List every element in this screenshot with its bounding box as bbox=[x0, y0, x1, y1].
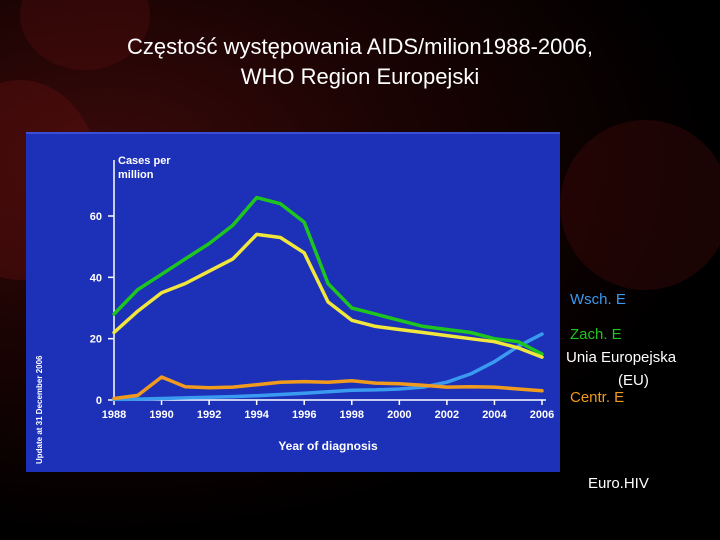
chart-panel: 0 20 40 60 1988 1990 1992 1994 1996 1998 2000 2002 2… bbox=[26, 132, 560, 472]
x-tick-label: 1992 bbox=[197, 409, 221, 421]
title-line-1: Częstość występowania AIDS/milion1988-20… bbox=[127, 34, 593, 59]
x-tick-label: 1996 bbox=[292, 409, 316, 421]
legend-label-zach-e: Zach. E bbox=[570, 326, 622, 343]
aids-incidence-chart: 0 20 40 60 1988 1990 1992 1994 1996 1998 2000 2002 2… bbox=[35, 155, 554, 464]
background-cell-2 bbox=[560, 120, 720, 290]
legend-label-wsch-e: Wsch. E bbox=[570, 291, 626, 308]
x-tick-label: 2006 bbox=[530, 409, 554, 421]
x-tick-label: 1990 bbox=[149, 409, 173, 421]
series-line-2 bbox=[112, 195, 544, 356]
x-tick-label: 2000 bbox=[387, 409, 411, 421]
x-tick-label: 1994 bbox=[244, 409, 269, 421]
y-axis-title-line-1: Cases per bbox=[118, 155, 171, 167]
series-line-1 bbox=[112, 332, 544, 402]
x-axis-title: Year of diagnosis bbox=[278, 439, 378, 453]
legend-label-centr-e: Centr. E bbox=[570, 389, 625, 406]
y-axis-title-line-2: million bbox=[118, 169, 154, 181]
y-tick-label: 20 bbox=[90, 334, 102, 346]
y-tick-label: 60 bbox=[90, 211, 102, 223]
y-tick-label: 40 bbox=[90, 272, 102, 284]
x-tick-label: 2004 bbox=[482, 409, 507, 421]
series-line-3 bbox=[112, 232, 544, 359]
series-line-4 bbox=[112, 375, 544, 401]
legend-label-eu: Unia Europejska bbox=[566, 349, 677, 366]
legend-label-eu-abbr: (EU) bbox=[618, 372, 649, 389]
source-label: Euro.HIV bbox=[588, 475, 649, 492]
x-tick-label: 1998 bbox=[340, 409, 364, 421]
x-tick-label: 2002 bbox=[435, 409, 459, 421]
title-line-2: WHO Region Europejski bbox=[240, 64, 480, 89]
y-tick-label: 0 bbox=[96, 395, 102, 407]
side-note: Update at 31 December 2006 bbox=[35, 355, 44, 464]
slide-title: Częstość występowania AIDS/milion1988-20… bbox=[20, 32, 700, 92]
x-tick-label: 1988 bbox=[102, 409, 126, 421]
